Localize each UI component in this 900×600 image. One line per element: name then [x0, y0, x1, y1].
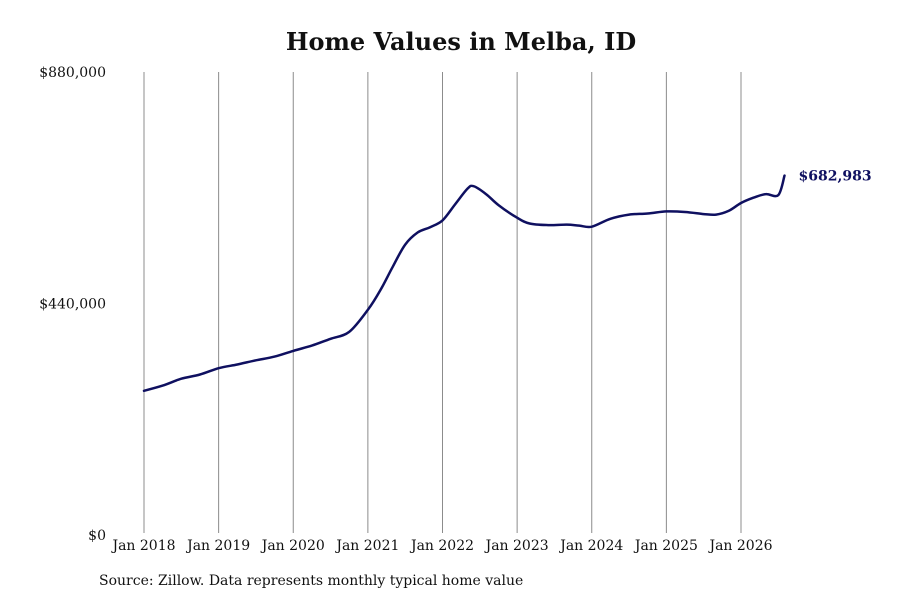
end-value-label: $682,983 — [799, 169, 872, 185]
chart-title: Home Values in Melba, ID — [285, 27, 637, 56]
series-line — [142, 174, 786, 393]
x-tick-label: Jan 2021 — [334, 538, 399, 554]
x-tick-label: Jan 2018 — [110, 538, 175, 554]
x-tick-label: Jan 2019 — [185, 538, 250, 554]
x-tick-label: Jan 2025 — [633, 538, 698, 554]
x-tick-label: Jan 2024 — [558, 538, 623, 554]
y-tick-label: $0 — [88, 528, 106, 544]
y-tick-label: $880,000 — [39, 65, 106, 81]
source-note: Source: Zillow. Data represents monthly … — [99, 573, 524, 589]
x-tick-label: Jan 2022 — [409, 538, 474, 554]
x-tick-label: Jan 2023 — [484, 538, 549, 554]
x-tick-label: Jan 2020 — [260, 538, 325, 554]
x-tick-label: Jan 2026 — [707, 538, 772, 554]
y-tick-label: $440,000 — [39, 297, 106, 313]
